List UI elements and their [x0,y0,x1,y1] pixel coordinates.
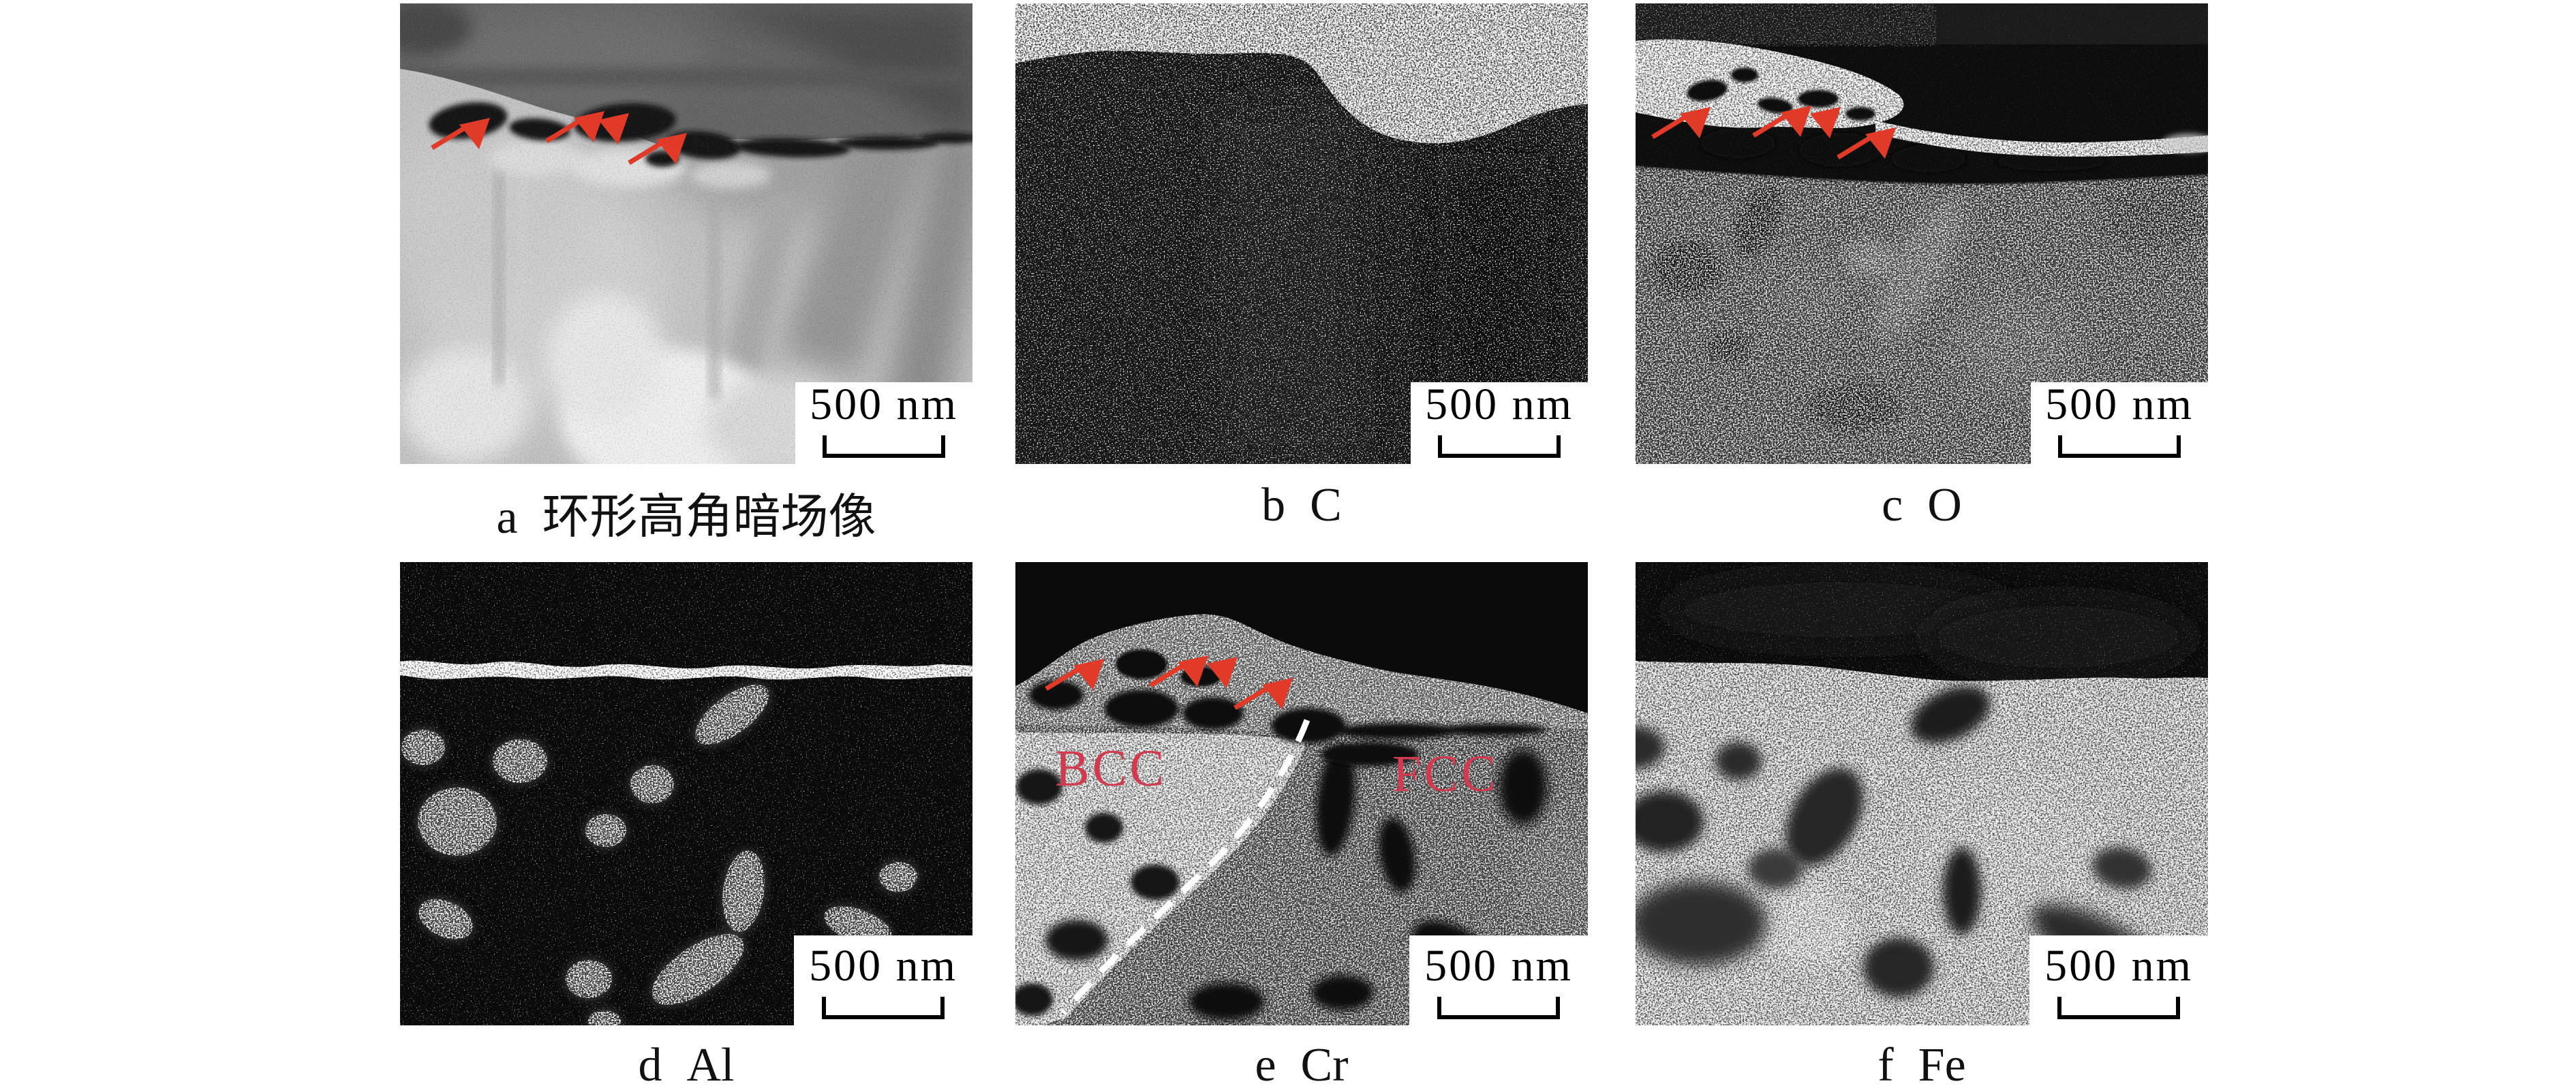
carbon-eds-map [1015,3,1588,464]
caption-letter: c [1882,479,1903,531]
fcc-region-label: FCC [1392,745,1499,803]
caption-label: Fe [1918,1039,1966,1086]
iron-eds-map [1636,562,2208,1025]
scale-bar-bracket [2058,435,2181,458]
scale-bar: 500 nm [2029,935,2208,1025]
caption-panel-f: f Fe [1636,1038,2208,1086]
fe-depleted-precipitates [1636,686,2173,997]
caption-letter: a [496,491,518,544]
scale-bar: 500 nm [794,935,972,1025]
scale-bar-bracket [2057,997,2180,1019]
scale-bar-label: 500 nm [809,941,957,991]
caption-label: Cr [1300,1039,1349,1086]
caption-panel-a: a 环形高角暗场像 [400,478,972,547]
panel-e-chromium-map: BCC FCC 500 nm [1015,562,1588,1025]
bcc-region-label: BCC [1055,740,1167,797]
caption-panel-e: e Cr [1015,1038,1588,1086]
interface-dark-pockets [1029,680,1547,743]
caption-letter: f [1877,1039,1894,1086]
scale-bar-bracket [823,435,945,458]
scale-bar-label: 500 nm [1424,941,1573,991]
panel-d-aluminum-map: 500 nm [400,562,972,1025]
panel-c-oxygen-map: 500 nm [1636,3,2208,464]
panel-f-iron-map: 500 nm [1636,562,2208,1025]
panel-a-haadf-image: 500 nm [400,3,972,464]
haadf-micrograph [400,3,972,464]
caption-letter: b [1261,479,1286,531]
scale-bar-label: 500 nm [2044,941,2193,991]
scale-bar-bracket [1438,435,1561,458]
scale-bar: 500 nm [1409,935,1588,1025]
scale-bar-label: 500 nm [810,379,958,429]
scale-bar: 500 nm [2031,382,2208,464]
caption-letter: d [638,1039,662,1086]
scale-bar-label: 500 nm [2045,379,2194,429]
scale-bar-label: 500 nm [1425,379,1574,429]
panel-b-carbon-map: 500 nm [1015,3,1588,464]
caption-label: C [1310,479,1342,531]
caption-panel-d: d Al [400,1038,972,1086]
phase-boundary-dashed-line [1060,719,1310,1015]
caption-label: 环形高角暗场像 [542,491,876,544]
caption-label: O [1927,479,1962,531]
caption-letter: e [1255,1039,1276,1086]
caption-label: Al [686,1039,735,1086]
scale-bar: 500 nm [1411,382,1588,464]
scale-bar-bracket [822,997,945,1019]
scale-bar: 500 nm [795,382,972,464]
scale-bar-bracket [1437,997,1560,1019]
